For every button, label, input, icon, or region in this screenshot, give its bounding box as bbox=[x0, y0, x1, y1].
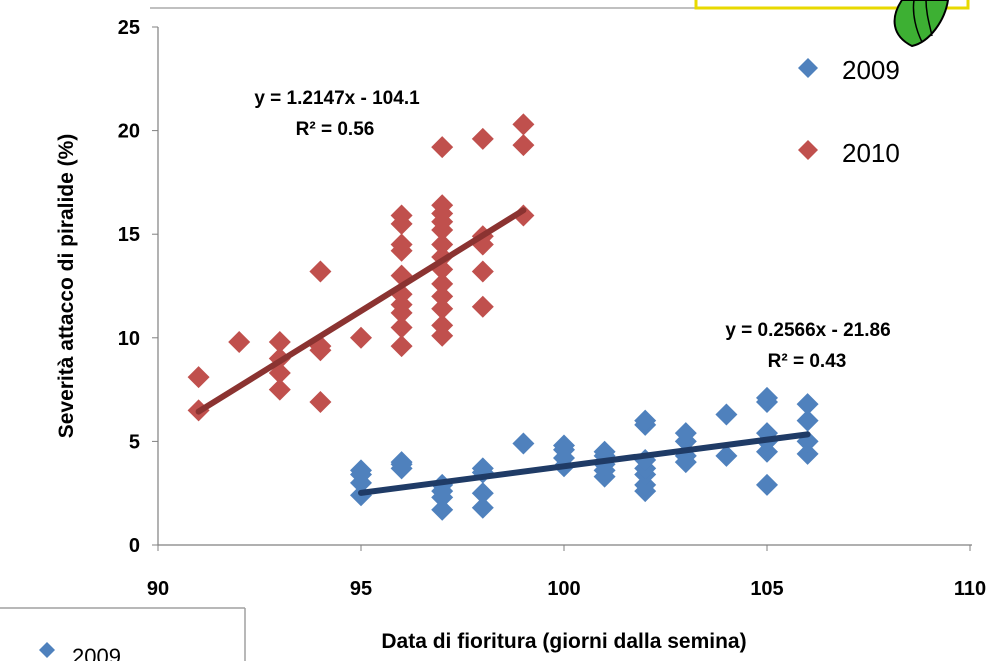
trendline-2010 bbox=[195, 207, 527, 415]
legend-label-2010: 2010 bbox=[842, 138, 900, 168]
data-point-2010 bbox=[431, 233, 454, 256]
trendline-2009 bbox=[358, 431, 811, 496]
y-axis-ticks: 0 5 10 15 20 25 bbox=[118, 17, 158, 557]
trendline-2009-equation: y = 0.2566x - 21.86 bbox=[725, 320, 890, 341]
data-point-2010 bbox=[512, 134, 535, 157]
data-point-2009 bbox=[471, 496, 494, 519]
data-point-2010 bbox=[390, 204, 413, 227]
data-point-2009 bbox=[390, 451, 413, 474]
data-point-2010 bbox=[309, 391, 332, 414]
data-point-2009 bbox=[512, 432, 535, 455]
x-tick-label: 95 bbox=[350, 578, 372, 600]
legend-marker-2010 bbox=[798, 140, 818, 160]
data-point-2009 bbox=[350, 459, 372, 482]
trendline-2010-equation: y = 1.2147x - 104.1 bbox=[254, 88, 420, 109]
data-point-2009 bbox=[756, 473, 778, 496]
secondary-legend-marker-2009 bbox=[39, 642, 55, 658]
x-axis-ticks: 90 95 100 105 110 bbox=[147, 545, 986, 600]
data-point-2010 bbox=[431, 194, 454, 217]
data-point-2010 bbox=[350, 326, 372, 349]
data-point-2010 bbox=[431, 285, 454, 308]
data-point-2009 bbox=[431, 498, 454, 521]
trendline-2009-r2: R² = 0.43 bbox=[768, 351, 847, 372]
data-point-2009 bbox=[756, 386, 778, 409]
data-point-2010 bbox=[431, 272, 454, 295]
inset-image bbox=[694, 0, 970, 48]
x-tick-label: 100 bbox=[547, 578, 580, 600]
data-point-2009 bbox=[674, 422, 697, 445]
data-point-2009 bbox=[715, 444, 738, 467]
trendlines bbox=[195, 207, 811, 496]
secondary-legend-label-2009: 2009 bbox=[72, 644, 121, 661]
data-point-2010 bbox=[390, 233, 413, 256]
data-point-2010 bbox=[471, 260, 494, 283]
data-point-2009 bbox=[634, 409, 657, 432]
x-tick-label: 110 bbox=[954, 578, 986, 600]
secondary-legend: 2009 bbox=[0, 607, 246, 661]
data-point-2009 bbox=[796, 409, 819, 432]
y-tick-label: 5 bbox=[129, 431, 140, 453]
legend: 2009 2010 bbox=[798, 55, 900, 168]
data-point-2010 bbox=[471, 295, 494, 318]
data-point-2010 bbox=[187, 366, 210, 389]
data-point-2009 bbox=[796, 442, 819, 465]
data-points bbox=[187, 113, 819, 521]
y-tick-label: 15 bbox=[118, 224, 140, 246]
data-point-2010 bbox=[431, 314, 454, 337]
y-tick-label: 25 bbox=[118, 17, 140, 39]
data-point-2010 bbox=[512, 204, 535, 227]
legend-label-2009: 2009 bbox=[842, 55, 900, 85]
data-point-2009 bbox=[796, 393, 819, 416]
data-point-2010 bbox=[431, 297, 454, 320]
data-point-2010 bbox=[390, 335, 413, 358]
data-point-2009 bbox=[471, 482, 494, 505]
trendline-2010-r2: R² = 0.56 bbox=[296, 119, 375, 140]
y-axis-title: Severità attacco di piralide (%) bbox=[55, 134, 78, 439]
x-tick-label: 105 bbox=[750, 578, 783, 600]
data-point-2009 bbox=[553, 434, 575, 457]
data-point-2010 bbox=[471, 127, 494, 150]
x-tick-label: 90 bbox=[147, 578, 169, 600]
inset-frame bbox=[694, 0, 970, 10]
data-point-2010 bbox=[390, 316, 413, 339]
data-point-2010 bbox=[268, 378, 291, 401]
legend-marker-2009 bbox=[798, 58, 818, 78]
y-tick-label: 10 bbox=[118, 328, 140, 350]
data-point-2010 bbox=[268, 330, 291, 353]
data-point-2009 bbox=[715, 403, 738, 426]
legend-item-2010: 2010 bbox=[798, 138, 900, 168]
data-point-2010 bbox=[512, 113, 535, 136]
y-tick-label: 0 bbox=[129, 535, 140, 557]
leaf-icon bbox=[893, 0, 950, 48]
x-axis-title: Data di fioritura (giorni dalla semina) bbox=[381, 630, 746, 653]
data-point-2010 bbox=[431, 136, 454, 159]
legend-item-2009: 2009 bbox=[798, 55, 900, 85]
y-tick-label: 20 bbox=[118, 121, 140, 143]
data-point-2010 bbox=[228, 330, 251, 353]
data-point-2010 bbox=[309, 260, 332, 283]
